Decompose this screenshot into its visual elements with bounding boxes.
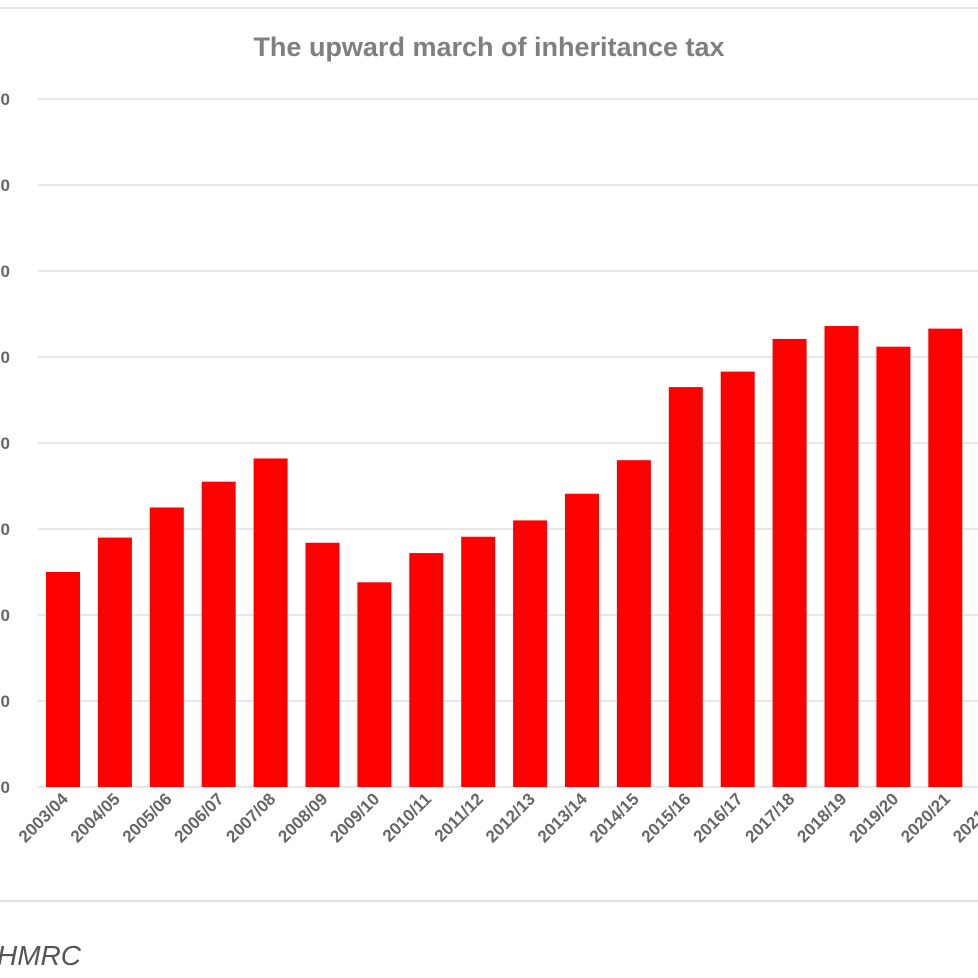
- x-tick-label: 2005/06: [119, 789, 176, 846]
- bar-2005-06: [149, 507, 184, 787]
- x-tick-label: 2021/22: [949, 789, 978, 846]
- bar-2019-20: [876, 346, 911, 787]
- y-tick-label: 7,000: [0, 176, 10, 195]
- x-tick-label: 2016/17: [690, 789, 747, 846]
- bar-2014-15: [616, 460, 651, 787]
- x-tick-label: 2012/13: [482, 789, 539, 846]
- x-tick-label: 2006/07: [171, 789, 228, 846]
- bar-2008-09: [305, 542, 340, 787]
- x-tick-label: 2013/14: [534, 789, 591, 846]
- y-tick-label: 3,000: [0, 520, 10, 539]
- y-tick-label: 5,000: [0, 348, 10, 367]
- bar-2013-14: [565, 493, 599, 787]
- x-tick-label: 2004/05: [67, 789, 124, 846]
- y-tick-label: 8,000: [0, 90, 10, 109]
- source-text: HMRC: [0, 940, 82, 971]
- x-tick-label: 2010/11: [379, 789, 435, 845]
- bar-2015-16: [668, 387, 703, 787]
- bar-2004-05: [97, 537, 132, 787]
- chart-title: The upward march of inheritance tax: [253, 32, 724, 62]
- x-tick-label: 2014/15: [586, 789, 643, 846]
- bar-2018-19: [824, 326, 859, 787]
- bar-2010-11: [409, 553, 444, 787]
- bar-2007-08: [253, 458, 288, 787]
- x-tick-label: 2019/20: [845, 789, 902, 846]
- bar-2009-10: [357, 582, 392, 787]
- bar-2016-17: [720, 371, 755, 787]
- y-tick-label: 2,000: [0, 606, 10, 625]
- bar-2003-04: [46, 572, 80, 787]
- y-tick-label: 0: [1, 778, 10, 797]
- y-tick-label: 6,000: [0, 262, 10, 281]
- x-tick-label: 2007/08: [223, 789, 280, 846]
- x-tick-label: 2009/10: [326, 789, 383, 846]
- x-tick-label: 2018/19: [793, 789, 850, 846]
- x-tick-label: 2020/21: [897, 789, 954, 846]
- x-tick-label: 2015/16: [638, 789, 695, 846]
- bar-2020-21: [928, 328, 963, 787]
- bar-2011-12: [461, 536, 496, 787]
- bar-2006-07: [201, 481, 236, 787]
- x-tick-label: 2008/09: [274, 789, 331, 846]
- x-tick-label: 2017/18: [742, 789, 799, 846]
- x-tick-label: 2003/04: [15, 789, 72, 846]
- bar-2017-18: [772, 338, 807, 787]
- x-tick-label: 2011/12: [431, 789, 487, 845]
- y-tick-label: 1,000: [0, 692, 10, 711]
- y-tick-label: 4,000: [0, 434, 10, 453]
- bar-2012-13: [513, 520, 548, 787]
